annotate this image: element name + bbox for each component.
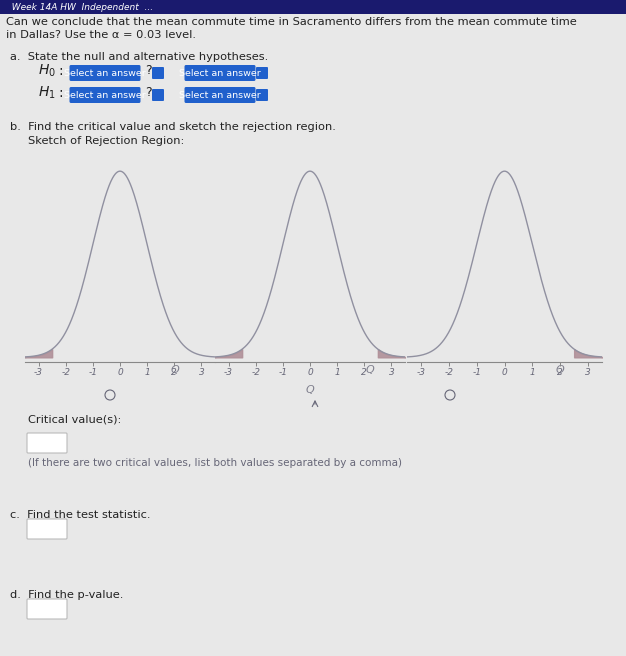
FancyBboxPatch shape [69, 65, 140, 81]
FancyBboxPatch shape [69, 87, 140, 103]
Text: b.  Find the critical value and sketch the rejection region.: b. Find the critical value and sketch th… [10, 122, 336, 132]
Text: Can we conclude that the mean commute time in Sacramento differs from the mean c: Can we conclude that the mean commute ti… [6, 17, 577, 27]
Text: $H_1$: $H_1$ [38, 85, 56, 101]
Text: in Dallas? Use the α = 0.03 level.: in Dallas? Use the α = 0.03 level. [6, 30, 196, 40]
FancyBboxPatch shape [256, 67, 268, 79]
Text: Select an answer: Select an answer [179, 68, 261, 77]
FancyBboxPatch shape [152, 67, 164, 79]
Text: a.  State the null and alternative hypotheses.: a. State the null and alternative hypoth… [10, 52, 269, 62]
FancyBboxPatch shape [152, 89, 164, 101]
Text: c.  Find the test statistic.: c. Find the test statistic. [10, 510, 150, 520]
Text: Q: Q [556, 365, 565, 375]
FancyBboxPatch shape [27, 599, 67, 619]
FancyBboxPatch shape [185, 65, 255, 81]
Text: :: : [58, 86, 63, 100]
Text: Critical value(s):: Critical value(s): [28, 415, 121, 425]
Text: Q: Q [305, 385, 314, 395]
Text: Select an answer: Select an answer [64, 91, 146, 100]
FancyBboxPatch shape [27, 519, 67, 539]
Text: Q: Q [171, 365, 180, 375]
FancyBboxPatch shape [256, 89, 268, 101]
Bar [0, 0, 626, 14]
Text: Week 14A HW  Independent  ...: Week 14A HW Independent ... [6, 3, 153, 12]
Text: Q: Q [366, 365, 374, 375]
Text: Select an answer: Select an answer [179, 91, 261, 100]
Text: :: : [58, 64, 63, 78]
Text: Select an answer: Select an answer [64, 68, 146, 77]
Text: ?: ? [145, 87, 151, 100]
Text: (If there are two critical values, list both values separated by a comma): (If there are two critical values, list … [28, 458, 402, 468]
Text: ?: ? [145, 64, 151, 77]
Text: Sketch of Rejection Region:: Sketch of Rejection Region: [28, 136, 185, 146]
FancyBboxPatch shape [185, 87, 255, 103]
FancyBboxPatch shape [27, 433, 67, 453]
Text: $H_0$: $H_0$ [38, 63, 56, 79]
Text: d.  Find the p-value.: d. Find the p-value. [10, 590, 123, 600]
